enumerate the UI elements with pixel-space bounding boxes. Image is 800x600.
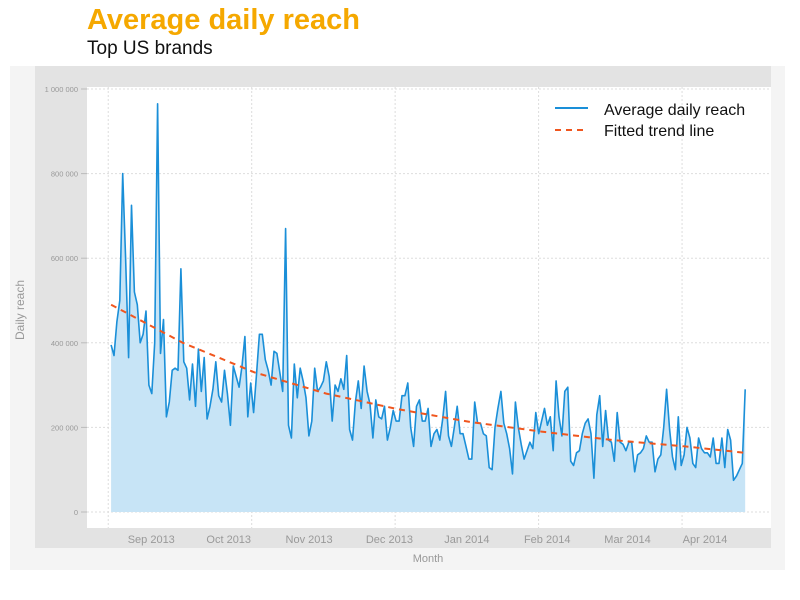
y-tick-label: 200 000 (51, 423, 78, 432)
trend-line (110, 303, 746, 454)
x-tick-label: Apr 2014 (683, 534, 728, 546)
legend: Average daily reach Fitted trend line (555, 102, 745, 140)
y-tick-label: 800 000 (51, 170, 78, 179)
x-tick-label: Dec 2013 (366, 534, 413, 546)
y-tick-label: 1 000 000 (45, 85, 78, 94)
legend-label-trend: Fitted trend line (604, 123, 714, 140)
y-axis-label: Daily reach (13, 280, 27, 340)
y-tick-label: 600 000 (51, 254, 78, 263)
y-axis: 0 200 000 400 000 600 000 800 000 1 000 000 (45, 85, 87, 517)
y-tick-label: 400 000 (51, 339, 78, 348)
chart-subtitle: Top US brands (87, 38, 213, 59)
x-axis: Sep 2013 Oct 2013 Nov 2013 Dec 2013 Jan 2014… (128, 534, 728, 546)
x-tick-label: Oct 2013 (206, 534, 251, 546)
x-tick-label: Mar 2014 (604, 534, 650, 546)
reach-area (111, 103, 746, 513)
x-axis-label: Month (413, 553, 444, 565)
y-tick-label: 0 (74, 508, 78, 517)
legend-label-reach: Average daily reach (604, 102, 745, 119)
x-tick-label: Feb 2014 (524, 534, 570, 546)
chart-title: Average daily reach (87, 4, 360, 36)
x-tick-label: Sep 2013 (128, 534, 175, 546)
x-tick-label: Jan 2014 (444, 534, 489, 546)
x-tick-label: Nov 2013 (286, 534, 333, 546)
